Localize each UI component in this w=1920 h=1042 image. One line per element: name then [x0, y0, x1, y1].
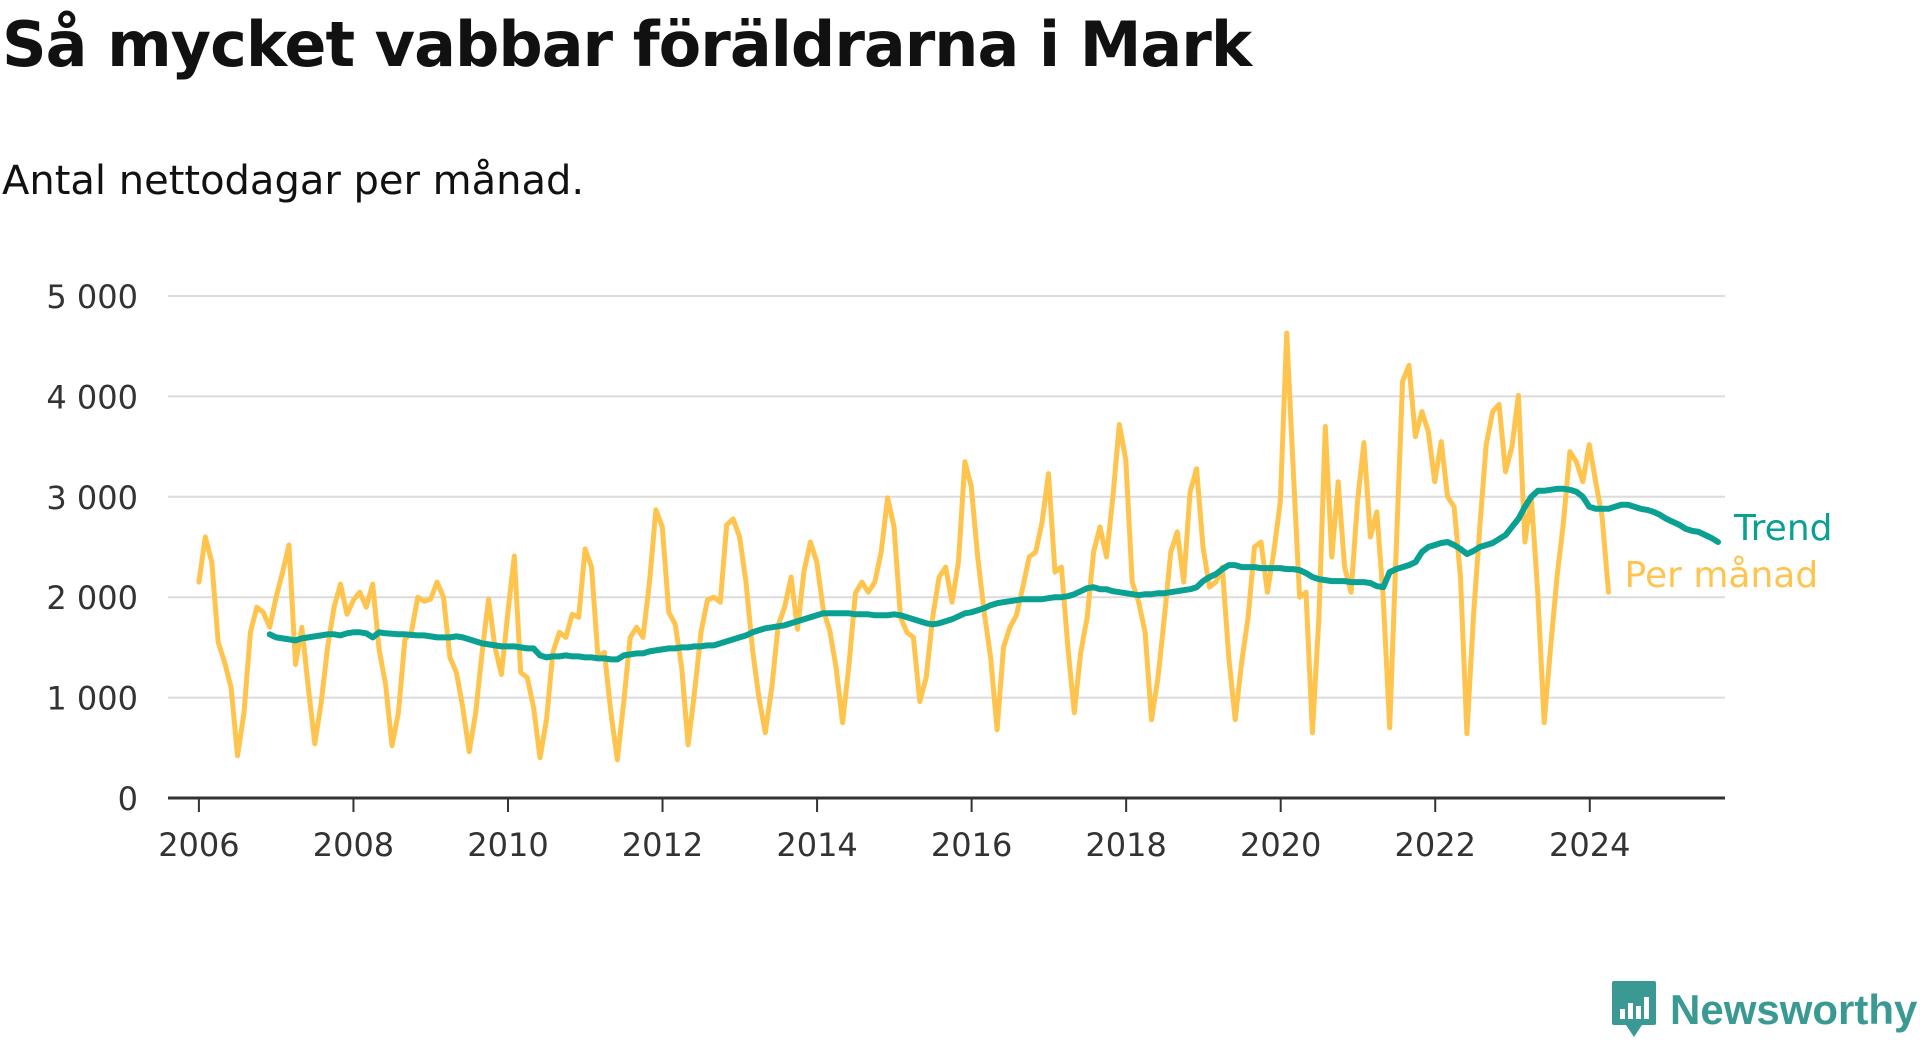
grid-lines	[168, 295, 1725, 800]
brand-name: Newsworthy	[1670, 986, 1918, 1033]
x-tick-label: 2012	[622, 826, 703, 864]
x-tick-label: 2006	[158, 826, 239, 864]
trend-series-label: Trend	[1733, 508, 1833, 549]
series-lines	[196, 330, 1721, 763]
trend-series-line	[266, 485, 1721, 663]
x-axis-ticks: 2006 2008 2010 2012 2014 2016 2018 2020 2022 2024	[158, 798, 1630, 864]
y-tick-label: 3 000	[46, 479, 138, 517]
monthly-series-line	[196, 330, 1611, 763]
chart-subtitle: Antal nettodagar per månad.	[2, 158, 585, 204]
y-tick-label: 0	[118, 780, 138, 818]
chart-title: Så mycket vabbar föräldrarna i Mark	[2, 8, 1252, 81]
newsworthy-logo: Newsworthy	[1610, 978, 1917, 1042]
x-tick-label: 2024	[1549, 826, 1630, 864]
x-tick-label: 2016	[931, 826, 1012, 864]
x-tick-label: 2008	[313, 826, 394, 864]
series-end-labels: Per månad Trend	[1625, 508, 1833, 596]
x-tick-label: 2014	[776, 826, 857, 864]
x-tick-label: 2010	[467, 826, 548, 864]
y-tick-label: 4 000	[46, 378, 138, 416]
newsworthy-logo-icon	[1612, 981, 1656, 1037]
x-tick-label: 2018	[1085, 826, 1166, 864]
y-tick-label: 2 000	[46, 579, 138, 617]
x-tick-label: 2020	[1240, 826, 1321, 864]
y-axis-ticks: 0 1 000 2 000 3 000 4 000 5 000	[46, 278, 138, 818]
y-tick-label: 1 000	[46, 680, 138, 718]
monthly-series-label: Per månad	[1625, 555, 1819, 596]
x-tick-label: 2022	[1395, 826, 1476, 864]
y-tick-label: 5 000	[46, 278, 138, 316]
